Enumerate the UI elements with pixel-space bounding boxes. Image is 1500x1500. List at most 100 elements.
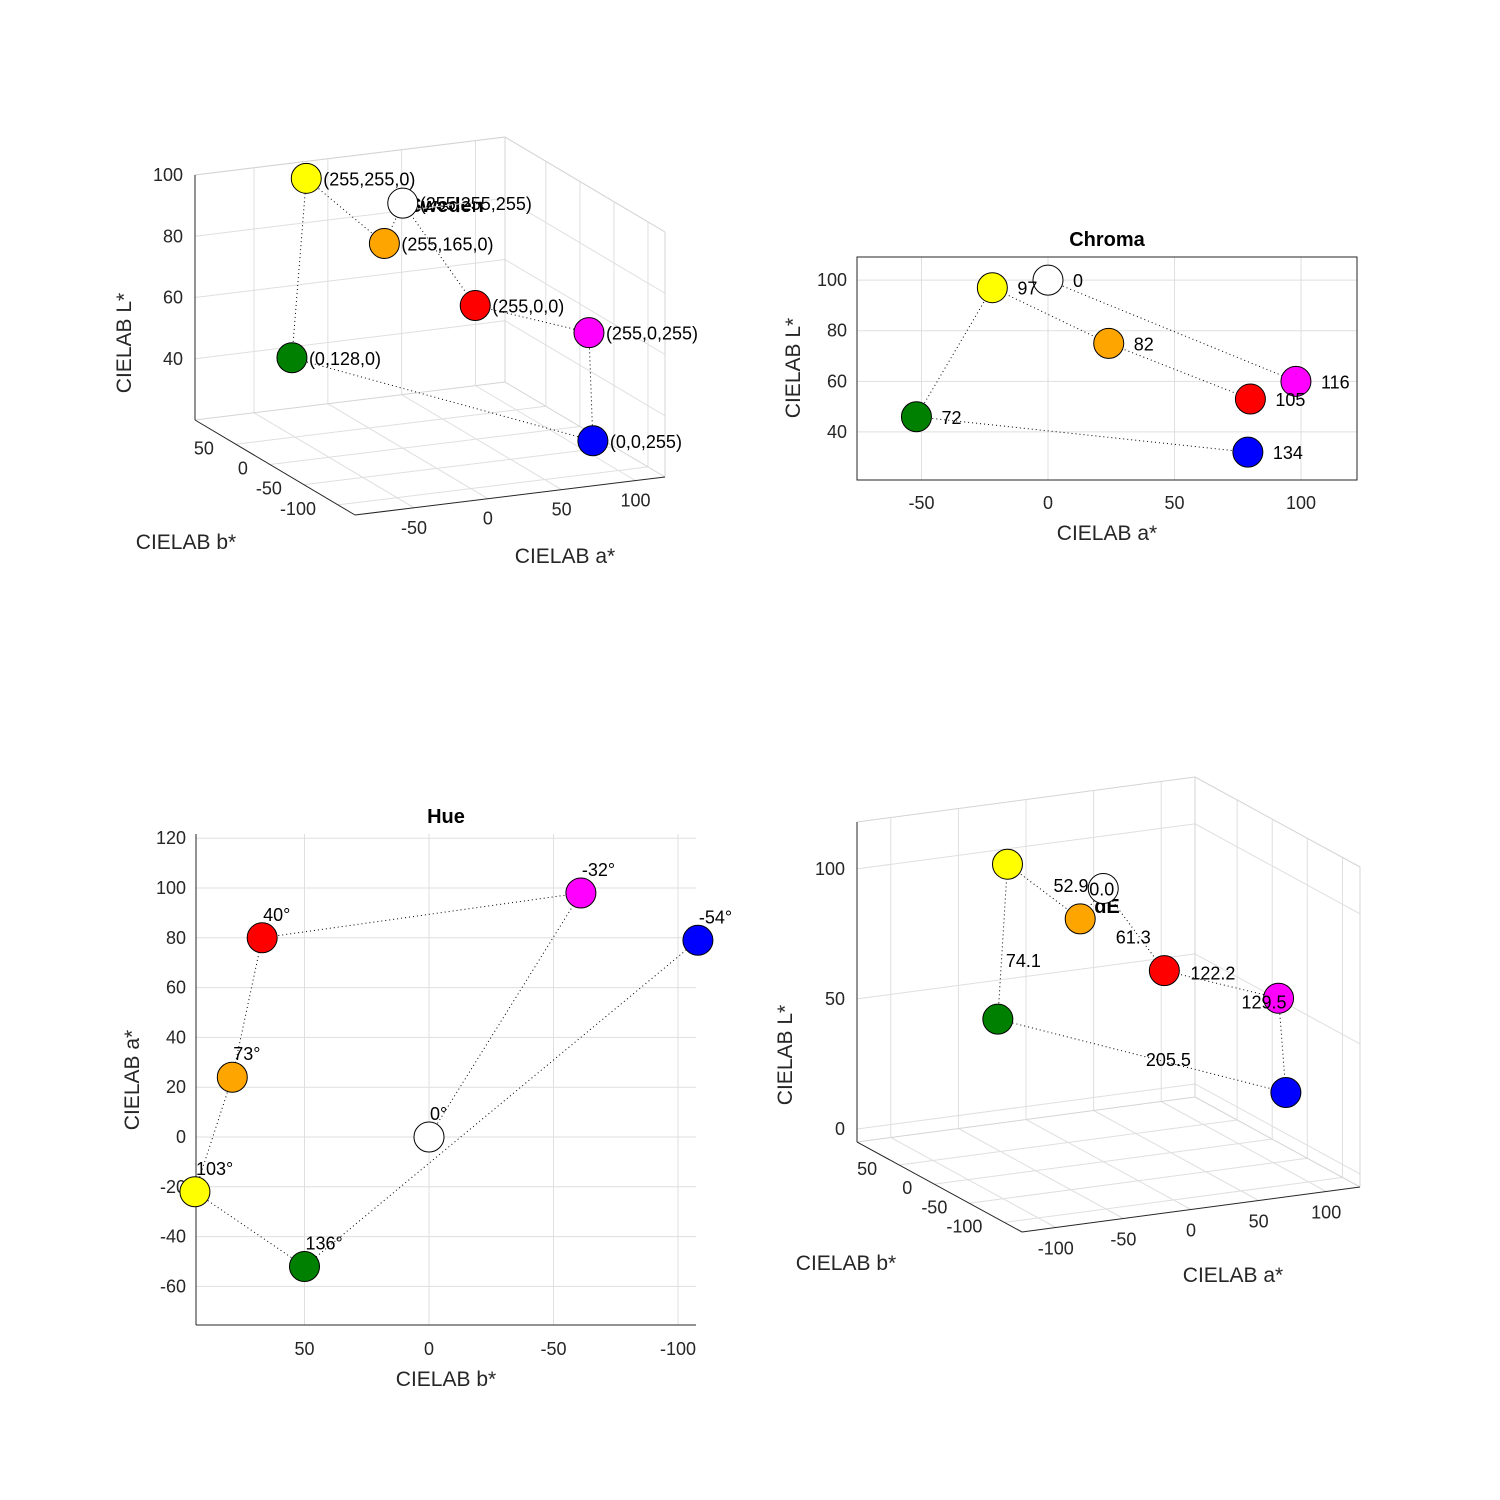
y-tick-label: 0 (902, 1178, 912, 1198)
grid-line (269, 425, 580, 465)
grid-line (1004, 1176, 1343, 1223)
grid-line (1025, 1119, 1192, 1210)
y-tick-label: -50 (921, 1197, 947, 1217)
data-label: 105 (1275, 390, 1305, 410)
y-tick-label: 40 (166, 1027, 186, 1047)
data-point (577, 425, 609, 457)
panel-title: Sweden (408, 195, 484, 217)
y-tick-label: 60 (166, 978, 186, 998)
data-point (246, 922, 278, 954)
x-tick-label: 50 (552, 500, 572, 520)
panel-title: Hue (427, 806, 465, 828)
data-point (1270, 1077, 1302, 1109)
grid-line (504, 259, 666, 355)
z-tick-label: 100 (153, 165, 183, 185)
z-tick-label: 50 (825, 989, 845, 1009)
data-point (982, 1003, 1014, 1035)
data-point (565, 877, 597, 909)
grid-line (504, 320, 666, 417)
x-tick-label: -50 (1110, 1230, 1136, 1250)
data-point (900, 401, 932, 433)
data-label: 103° (196, 1159, 233, 1179)
y-tick-label: 40 (827, 422, 847, 442)
x-axis-label: CIELAB b* (396, 1368, 496, 1391)
z-tick-label: 40 (163, 349, 183, 369)
y-tick-label: 80 (827, 321, 847, 341)
distance-label: 61.3 (1116, 928, 1151, 948)
data-label: (0,0,255) (610, 432, 682, 452)
y-axis-line (856, 1141, 1023, 1233)
x-tick-label: -100 (660, 1339, 696, 1359)
data-label: -32° (582, 860, 615, 880)
y-tick-label: 0 (176, 1127, 186, 1147)
data-label: (255,165,0) (401, 234, 493, 254)
data-label: 72 (941, 408, 961, 428)
grid-line (327, 403, 489, 500)
data-point (387, 187, 419, 219)
box-edge (1194, 776, 1361, 868)
distance-label: 52.9 (1053, 876, 1088, 896)
grid-line (401, 394, 562, 491)
data-label: 0 (1073, 271, 1083, 291)
x-tick-label: 50 (1249, 1212, 1269, 1232)
y-tick-label: 50 (194, 438, 214, 458)
y-tick-label: 100 (156, 878, 186, 898)
grid-line (958, 1128, 1124, 1219)
x-tick-label: 100 (620, 491, 650, 511)
distance-label: 0.0 (1089, 879, 1114, 899)
data-point (1093, 327, 1125, 359)
data-label: 73° (233, 1044, 260, 1064)
grid-line (253, 412, 415, 509)
data-point (368, 227, 400, 259)
z-tick-label: 100 (815, 859, 845, 879)
grid-line (969, 1157, 1308, 1204)
x-tick-label: 0 (1043, 493, 1053, 513)
y-tick-label: 100 (817, 270, 847, 290)
panel-title: Chroma (1069, 229, 1145, 251)
z-axis-label: CIELAB L* (774, 1005, 797, 1105)
data-point (289, 1250, 320, 1282)
grid-line (856, 823, 1196, 870)
y-tick-label: 50 (857, 1159, 877, 1179)
data-point (976, 272, 1008, 304)
grid-line (856, 953, 1196, 1000)
y-tick-label: 20 (166, 1077, 186, 1097)
x-axis-line (1021, 1186, 1361, 1233)
y-tick-label: -50 (256, 479, 282, 499)
data-label: (0,128,0) (309, 349, 381, 369)
data-label: (255,255,0) (323, 169, 415, 189)
grid-line (504, 197, 666, 294)
z-axis-label: CIELAB L* (113, 293, 136, 393)
y-axis-line (194, 419, 356, 516)
x-axis-label: CIELAB a* (1183, 1264, 1283, 1287)
grid-line (194, 259, 506, 298)
grid-line (194, 320, 506, 360)
x-tick-label: 0 (483, 509, 493, 529)
data-label: -54° (699, 907, 732, 927)
grid-line (303, 446, 614, 486)
grid-line (1160, 1101, 1327, 1192)
grid-line (475, 385, 636, 482)
data-point (1064, 903, 1096, 935)
data-label: 97 (1017, 279, 1037, 299)
data-point (216, 1061, 248, 1093)
data-point (1280, 365, 1312, 397)
y-tick-label: 0 (238, 458, 248, 478)
z-tick-label: 60 (163, 288, 183, 308)
box-edge (856, 1096, 1196, 1143)
data-label: 136° (306, 1233, 343, 1253)
box-edge (194, 136, 506, 176)
data-point (991, 848, 1023, 880)
box-edge (194, 381, 506, 421)
data-label: 134 (1273, 443, 1303, 463)
y-tick-label: -100 (280, 499, 316, 519)
data-label: 82 (1134, 334, 1154, 354)
data-label: (255,0,255) (606, 324, 698, 344)
x-tick-label: 100 (1286, 493, 1316, 513)
y-tick-label: -40 (160, 1227, 186, 1247)
data-point (1087, 872, 1119, 904)
grid-line (1194, 1083, 1361, 1175)
